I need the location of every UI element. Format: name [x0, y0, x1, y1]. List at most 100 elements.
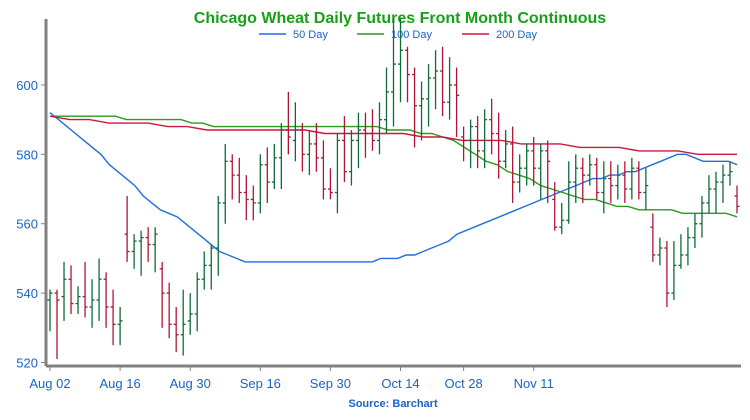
y-axis-ticks: 520 540 560 580 600 — [16, 78, 46, 371]
ohlc-bar — [524, 143, 530, 186]
ohlc-bar — [489, 98, 495, 155]
ohlc-bar — [54, 289, 60, 360]
ohlc-bar — [419, 81, 425, 141]
ohlc-bar — [187, 293, 193, 335]
ohlc-bar — [643, 168, 649, 210]
y-tick-label: 580 — [16, 147, 38, 162]
ohlc-bar — [412, 67, 418, 148]
ohlc-bar — [426, 64, 432, 127]
ma-200-day-line — [49, 115, 737, 156]
ohlc-bar — [166, 282, 172, 339]
ohlc-bar — [727, 161, 733, 186]
ma-100-day-line — [50, 115, 738, 218]
ohlc-bar — [552, 182, 558, 231]
ohlc-bar — [82, 261, 88, 318]
ohlc-bar — [110, 289, 116, 346]
ohlc-bar — [678, 234, 684, 269]
ohlc-bar — [285, 91, 291, 155]
ohlc-bar — [68, 265, 74, 314]
legend-label-200-day: 200 Day — [496, 29, 537, 41]
ohlc-bar — [398, 19, 404, 103]
ohlc-bar — [496, 112, 502, 179]
ohlc-bar — [201, 251, 207, 290]
ohlc-bar — [468, 119, 474, 169]
ohlc-bar — [538, 143, 544, 200]
ohlc-bar — [362, 112, 368, 158]
ohlc-bar — [510, 126, 516, 203]
ohlc-bar — [152, 227, 158, 273]
ohlc-bar — [117, 307, 123, 346]
ohlc-bar — [482, 109, 488, 169]
ohlc-bar — [313, 123, 319, 172]
ohlc-bar — [440, 46, 446, 117]
ohlc-bar — [306, 130, 312, 176]
ohlc-bar — [278, 123, 284, 190]
ohlc-bar — [96, 258, 102, 321]
ohlc-bar — [657, 237, 663, 266]
ohlc-bar — [208, 244, 214, 290]
ohlc-bar — [629, 157, 635, 200]
ohlc-bar — [327, 168, 333, 200]
x-tick-label: Aug 30 — [170, 376, 211, 391]
x-tick-label: Nov 11 — [514, 376, 554, 391]
ohlc-bar — [243, 175, 249, 221]
ohlc-bar — [320, 140, 326, 200]
ohlc-bar — [264, 147, 270, 203]
ohlc-bar — [405, 46, 411, 103]
ohlc-bar — [355, 112, 361, 169]
ohlc-bar — [545, 140, 551, 203]
x-tick-label: Aug 02 — [29, 376, 70, 391]
ohlc-bar — [257, 154, 263, 214]
ohlc-bar — [348, 130, 354, 186]
ohlc-bar — [706, 175, 712, 214]
ohlc-bar — [503, 130, 509, 169]
ohlc-bar — [369, 109, 375, 151]
ohlc-bar — [145, 227, 151, 262]
ohlc-bar — [573, 154, 579, 203]
ohlc-bar — [580, 157, 586, 203]
ohlc-bar — [447, 57, 453, 120]
ohlc-bar — [608, 161, 614, 203]
ohlc-bar — [734, 185, 740, 214]
ohlc-bar — [138, 230, 144, 276]
ohlc-bar — [636, 161, 642, 200]
y-tick-label: 520 — [16, 356, 38, 371]
ohlc-bar — [650, 213, 656, 262]
ohlc-bar — [461, 126, 467, 162]
ohlc-bar — [61, 261, 67, 321]
ohlc-bar — [376, 102, 382, 155]
x-tick-label: Oct 14 — [381, 376, 419, 391]
source-label: Source: Barchart — [348, 398, 438, 410]
ohlc-bar — [159, 261, 165, 328]
ohlc-bar — [601, 161, 607, 214]
x-tick-label: Sep 16 — [240, 376, 281, 391]
ohlc-bar — [103, 272, 109, 328]
ohlc-bar — [250, 185, 256, 221]
ohlc-bar — [383, 67, 389, 134]
y-tick-label: 540 — [16, 286, 38, 301]
legend: 50 Day 100 Day 200 Day — [259, 29, 537, 41]
ohlc-bar — [341, 116, 347, 183]
ohlc-bar — [594, 157, 600, 200]
ohlc-bar — [587, 154, 593, 186]
ohlc-bar — [229, 154, 235, 200]
ohlc-bar — [433, 50, 439, 110]
ohlc-bar — [215, 195, 221, 276]
legend-label-100-day: 100 Day — [391, 29, 432, 41]
x-axis-ticks: Aug 02 Aug 16 Aug 30 Sep 16 Sep 30 Oct 14 Oct … — [29, 366, 554, 391]
ohlc-bar — [517, 154, 523, 193]
ohlc-bar — [124, 195, 130, 262]
ohlc-bar — [475, 116, 481, 169]
ohlc-bar — [173, 307, 179, 353]
ohlc-bar — [271, 143, 277, 190]
ohlc-bar — [131, 234, 137, 269]
legend-label-50-day: 50 Day — [293, 29, 328, 41]
ohlc-bar — [664, 241, 670, 308]
x-tick-label: Sep 30 — [310, 376, 351, 391]
ohlc-bar — [75, 286, 81, 314]
x-tick-label: Oct 28 — [444, 376, 482, 391]
moving-average-lines — [49, 112, 738, 263]
chart-title: Chicago Wheat Daily Futures Front Month … — [194, 10, 607, 27]
y-tick-label: 560 — [16, 217, 38, 232]
